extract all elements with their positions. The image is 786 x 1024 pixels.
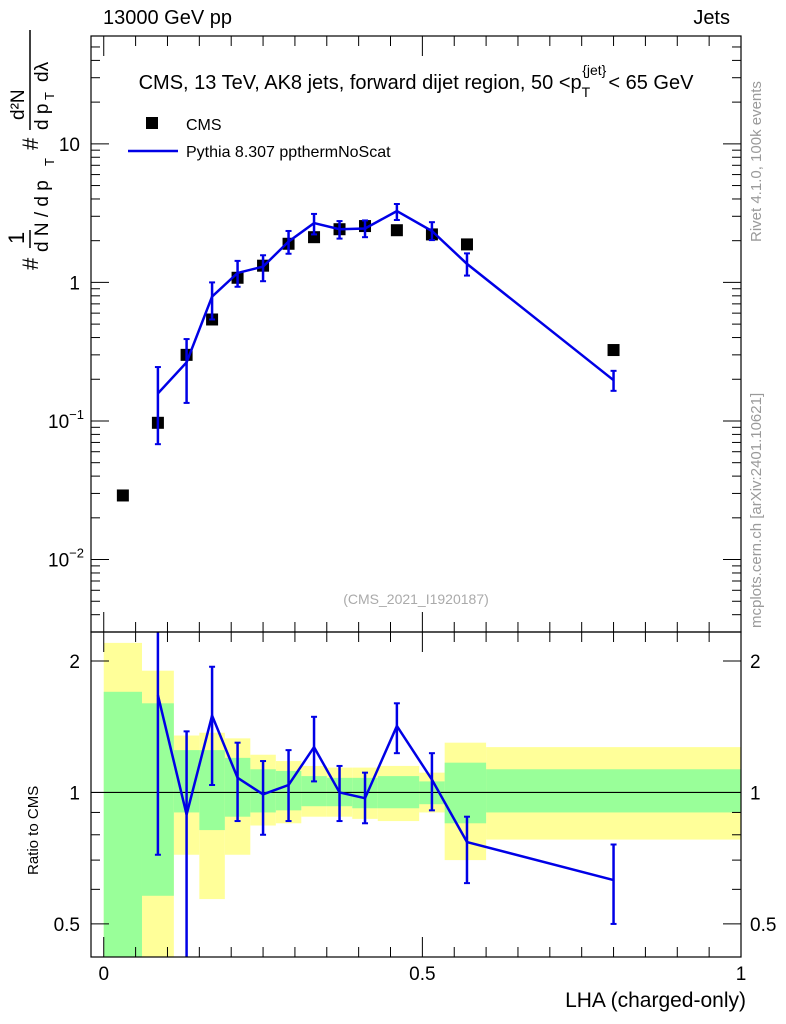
ratio-frame [90,631,742,958]
ylabel-hash2: # [18,137,43,150]
ratio-xlabel: LHA (charged-only) [565,989,746,1012]
mcplots-label: mcplots.cern.ch [arXiv:2401.10621] [748,392,765,628]
ratio-xtick-label: 1 [736,964,747,985]
ylabel-dpT: d p [32,104,53,130]
main-ytick-label: 10−1 [48,407,84,433]
ratio-band-inner [103,691,142,957]
main-ytick-label: 1 [69,273,80,294]
title-prefix: CMS, 13 TeV, AK8 jets, forward dijet reg… [139,72,582,94]
main-ylabel: # 1 d N / d p T # d²N d p T dλ [4,30,57,270]
cms-marker [390,224,403,237]
title-suffix: < 65 GeV [608,72,694,94]
cms-marker [460,238,473,251]
ratio-ytick-label: 0.5 [54,915,80,936]
ylabel-T1: T [42,158,57,166]
legend-cms-marker [146,117,158,129]
ratio-band-inner [486,769,741,813]
ylabel-d2N: d²N [8,89,29,120]
title-sub: T [582,84,591,100]
cms-marker [116,489,129,502]
ratio-xtick-label: 0 [98,964,109,985]
ratio-ytick-label-right: 1 [750,783,761,804]
main-ytick-label: 10 [59,135,80,156]
ratio-ytick-label-right: 0.5 [750,915,776,936]
ylabel-dlam: dλ [32,61,53,82]
legend: CMS Pythia 8.307 ppthermNoScat [128,117,391,161]
ratio-ytick-label: 1 [69,783,80,804]
ylabel-dN: d N / d p [32,180,53,252]
mc-line [156,209,615,395]
header-energy: 13000 GeV pp [103,7,232,29]
rivet-label: Rivet 4.1.0, 100k events [748,81,765,242]
ratio-ylabel: Ratio to CMS [25,786,42,875]
ylabel-one: 1 [4,232,29,244]
ylabel-T2: T [42,92,57,100]
ylabel-hash1: # [18,257,43,270]
ratio-xtick-label: 0.5 [409,964,435,985]
main-ytick-label: 10−2 [48,546,84,572]
plot-title: CMS, 13 TeV, AK8 jets, forward dijet reg… [139,62,694,100]
ratio-ytick-label-right: 2 [750,652,761,673]
analysis-watermark: (CMS_2021_I1920187) [343,591,489,607]
ratio-ytick-label: 2 [69,652,80,673]
title-sup: {jet} [582,62,606,78]
legend-cms-label: CMS [186,117,222,134]
header-category: Jets [693,7,730,29]
cms-marker [607,344,620,357]
legend-mc-label: Pythia 8.307 ppthermNoScat [186,144,391,161]
